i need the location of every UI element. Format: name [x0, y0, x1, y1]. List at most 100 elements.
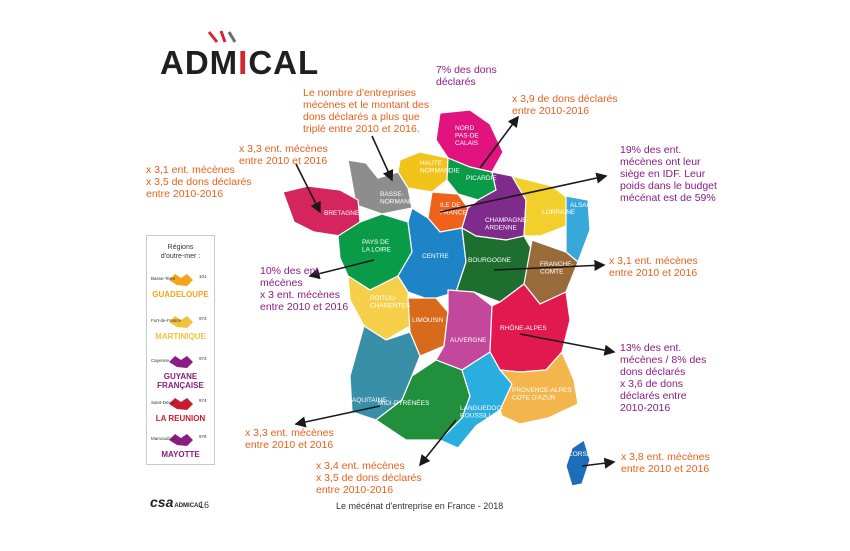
annotation-line: entre 2010-2016 [512, 105, 590, 117]
dom-label-martinique: MARTINIQUE [155, 332, 206, 341]
region-label-line: PAS-DE [455, 133, 479, 140]
region-lorraine [510, 175, 571, 237]
dom-label-guadeloupe: GUADELOUPE [152, 290, 209, 299]
dom-place: Saint-Denis [151, 400, 175, 405]
region-label-line: NORMANDIE [380, 199, 420, 206]
annotation-line: 2010-2016 [620, 402, 671, 414]
arrow-languedoc [419, 419, 457, 467]
annotation-line: d'outre-mer : [160, 253, 201, 260]
annotation-line: entre 2010 et 2016 [609, 267, 698, 279]
annotation-idf: 19% des ent. mécènes ont leur siège en IDF… [620, 144, 717, 204]
region-label-line: ROUSSILLON [460, 413, 502, 420]
dom-place: Mamoudzou [151, 436, 176, 441]
region-label-line: BASSE- [380, 191, 404, 198]
annotation-bourgogne: x 3,1 ent. mécènes entre 2010 et 2016 [609, 255, 698, 279]
region-label-line: PAYS DE [362, 239, 390, 246]
region-label-line: MIDI-PYRÉNÉES [378, 398, 430, 407]
annotation-line: x 3 ent. mécènes [260, 289, 340, 301]
dom-place: Cayenne [151, 358, 170, 363]
region-label-rhone-alpes: RHÔNE-ALPES [500, 323, 547, 332]
region-label-line: ARDENNE [485, 225, 517, 232]
region-label-haute-normandie: HAUTE NORMANDIE [420, 160, 460, 175]
annotation-pays-loire: 10% des ent. mécènes x 3 ent. mécènes entre… [260, 265, 348, 313]
dom-shape-guyane-fran-aise [169, 356, 193, 368]
region-provence-alpes-cote-d-azur [498, 350, 579, 425]
region-label-champagne-ardenne: CHAMPAGNE-ARDENNE [485, 217, 529, 232]
dom-count: 974 [199, 398, 207, 403]
region-label-bretagne: BRETAGNE [324, 210, 360, 217]
annotation-line: 13% des ent. [620, 342, 682, 354]
annotation-line: x 3,5 de dons déclarés [316, 472, 422, 484]
region-label-poitou-charentes: POITOU-CHARENTES [370, 295, 411, 310]
csa-logo: csaADMICAL [150, 494, 202, 510]
region-corse [565, 439, 591, 487]
region-label-line: FRANCE [440, 210, 467, 217]
region-label-bourgogne: BOURGOGNE [468, 257, 512, 264]
dom-shape-la-reunion [169, 398, 193, 410]
arrow-bourgogne [493, 259, 606, 272]
annotation-bretagne: x 3,3 ent. mécènes entre 2010 et 2016 [239, 143, 328, 167]
dom-place: Basse-Terre [151, 276, 176, 281]
annotation-line: x 3,1 ent. mécènes [609, 255, 698, 267]
region-label-line: POITOU- [370, 295, 397, 302]
dom-count: 973 [199, 316, 207, 321]
dom-shape-mayotte [169, 434, 193, 446]
annotation-line: dons déclarés [620, 366, 686, 378]
region-label-line: BRETAGNE [324, 210, 360, 217]
arrow-rhone [519, 333, 616, 356]
annotation-line: siège en IDF. Leur [620, 168, 706, 180]
annotation-line: mécénat est de 59% [620, 192, 716, 204]
region-label-line: CALAIS [455, 140, 479, 147]
region-label-line: COMTE [540, 269, 564, 276]
annotation-line: déclarés entre [620, 390, 687, 402]
arrow-idf [439, 172, 608, 213]
csa-logo-small: ADMICAL [174, 503, 203, 509]
region-label-line: HAUTE [420, 160, 443, 167]
region-label-lorraine: LORRAINE [542, 209, 576, 216]
annotation-line: entre 2010 et 2016 [621, 463, 710, 475]
region-label-line: AUVERGNE [450, 337, 487, 344]
dom-place: Fort-de-France [151, 318, 182, 323]
region-label-line: NORD [455, 125, 474, 132]
annotation-line: mécènes / 8% des [620, 354, 707, 366]
region-label-line: CHAMPAGNE- [485, 217, 529, 224]
annotation-left-top: x 3,1 ent. mécènes x 3,5 de dons déclarés… [146, 164, 252, 200]
annotation-line: x 3,5 de dons déclarés [146, 176, 252, 188]
outre-mer-panel: Régions d'outre-mer : Basse-Terre 101 GUADE… [146, 235, 215, 465]
annotation-line: x 3,6 de dons [620, 378, 684, 390]
region-languedoc-roussillon [438, 351, 513, 449]
annotation-top-center: Le nombre d'entreprises mécènes et le mon… [303, 87, 429, 135]
annotation-line: x 3,4 ent. mécènes [316, 460, 405, 472]
region-label-ile-de-france: ILE DE FRANCE [440, 202, 467, 217]
region-label-line: LA LOIRE [362, 247, 392, 254]
annotation-line: entre 2010 et 2016 [245, 439, 334, 451]
dom-label-guyane-fran-aise: GUYANE FRANÇAISE [157, 372, 204, 390]
dom-shape-martinique [169, 316, 193, 328]
dom-count: 973 [199, 356, 207, 361]
annotation-line: 10% des ent. [260, 265, 322, 277]
region-label-line: ALSACE [570, 202, 596, 209]
region-label-midi-pyrenees: MIDI-PYRÉNÉES [378, 398, 430, 407]
arrow-midi [294, 405, 381, 428]
region-label-line: RHÔNE-ALPES [500, 323, 547, 332]
region-label-basse-normandie: BASSE-NORMANDIE [380, 191, 420, 206]
footer-title: Le mécénat d'entreprise en France - 2018 [336, 501, 504, 511]
arrow-corse [581, 457, 616, 469]
region-label-line: COTE D'AZUR [512, 395, 556, 402]
annotation-corse: x 3,8 ent. mécènes entre 2010 et 2016 [621, 451, 710, 475]
annotation-line: mécènes ont leur [620, 156, 701, 168]
region-label-auvergne: AUVERGNE [450, 337, 487, 344]
arrow-top-center [371, 135, 394, 182]
region-label-line: LIMOUSIN [412, 317, 444, 324]
region-label-franche-comte: FRANCHE-COMTE [540, 261, 574, 276]
region-label-aquitaine: AQUITAINE [352, 397, 387, 404]
region-label-alsace: ALSACE [570, 202, 596, 209]
region-label-line: LORRAINE [542, 209, 576, 216]
annotation-line: 7% des dons [436, 64, 497, 76]
annotation-line: x 3,3 ent. mécènes [245, 427, 334, 439]
annotation-line: Le nombre d'entreprises [303, 87, 416, 99]
logo-text-a: ADM [160, 44, 239, 81]
dom-label-la-reunion: LA REUNION [155, 414, 206, 423]
